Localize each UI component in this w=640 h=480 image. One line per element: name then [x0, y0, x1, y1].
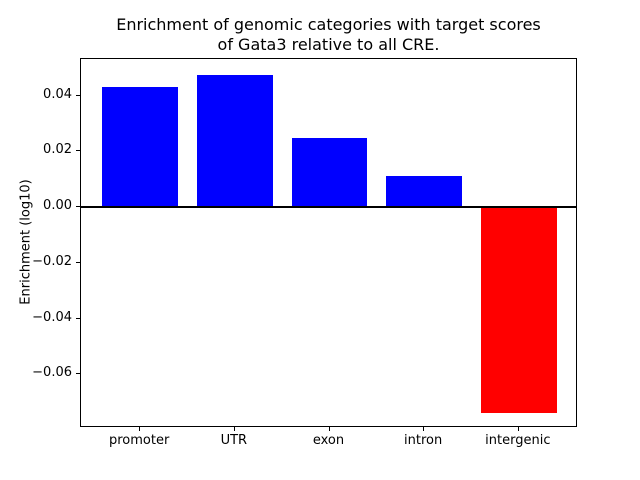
y-tick-label: 0.00	[43, 198, 72, 214]
y-tick-label: −0.06	[32, 365, 72, 381]
bar-UTR	[196, 75, 273, 208]
x-tick-mark	[423, 427, 425, 431]
y-tick-mark	[76, 150, 80, 152]
x-tick-mark	[139, 427, 141, 431]
x-tick-label: intergenic	[485, 433, 551, 448]
x-tick-mark	[517, 427, 519, 431]
y-tick-mark	[76, 373, 80, 375]
bar-promoter	[102, 87, 179, 208]
bar-exon	[291, 138, 368, 208]
y-tick-label: 0.02	[43, 142, 72, 158]
y-tick-label: 0.04	[43, 86, 72, 102]
y-tick-mark	[76, 317, 80, 319]
axes	[80, 58, 577, 427]
y-tick-mark	[76, 206, 80, 208]
zero-line	[81, 206, 576, 209]
x-tick-mark	[328, 427, 330, 431]
y-tick-mark	[76, 261, 80, 263]
x-tick-label: UTR	[220, 433, 248, 448]
x-tick-label: exon	[312, 433, 345, 448]
x-tick-label: intron	[404, 433, 443, 448]
x-tick-mark	[233, 427, 235, 431]
x-tick-label: promoter	[108, 433, 170, 448]
chart-title: Enrichment of genomic categories with ta…	[116, 15, 541, 54]
y-tick-mark	[76, 94, 80, 96]
y-tick-label: −0.04	[32, 309, 72, 325]
bar-intergenic	[480, 207, 557, 414]
bar-intron	[386, 175, 463, 208]
y-tick-label: −0.02	[32, 253, 72, 269]
